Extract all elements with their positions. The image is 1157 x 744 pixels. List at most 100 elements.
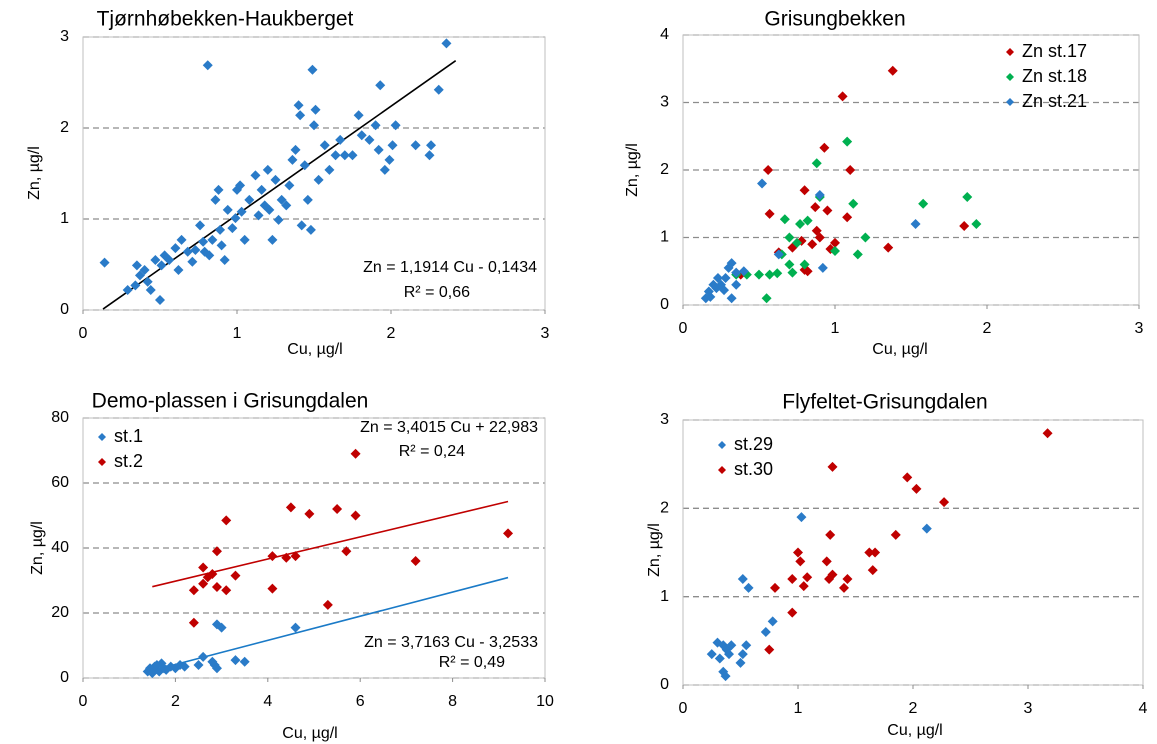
data-point xyxy=(198,562,209,573)
data-point xyxy=(802,215,813,226)
data-point xyxy=(726,258,737,269)
data-point xyxy=(122,284,133,295)
y-tick-label: 1 xyxy=(660,229,669,246)
y-tick-label: 3 xyxy=(660,411,669,428)
data-point xyxy=(193,660,204,670)
data-point xyxy=(309,120,319,131)
data-point xyxy=(817,262,828,273)
y-tick-label: 0 xyxy=(660,676,669,693)
data-point xyxy=(724,649,734,660)
y-axis-label: Zn, µg/l xyxy=(29,521,46,575)
data-point xyxy=(706,649,717,660)
legend-marker xyxy=(1006,98,1014,106)
x-tick-label: 8 xyxy=(448,693,457,710)
data-point xyxy=(796,512,807,523)
legend-marker xyxy=(718,466,726,474)
data-point xyxy=(784,259,795,270)
data-point xyxy=(921,523,932,534)
data-point xyxy=(911,483,922,494)
data-point xyxy=(211,663,222,674)
x-axis-label: Cu, µg/l xyxy=(282,725,337,742)
data-point xyxy=(213,184,224,195)
data-point xyxy=(845,165,856,175)
data-point xyxy=(290,551,301,562)
data-point xyxy=(763,165,774,175)
data-point xyxy=(219,254,230,265)
data-point xyxy=(779,214,790,225)
data-point xyxy=(939,497,950,508)
data-point xyxy=(793,547,803,558)
plot-frame xyxy=(682,34,1140,306)
x-tick-label: 1 xyxy=(233,325,242,342)
x-tick-label: 6 xyxy=(356,693,365,710)
data-point xyxy=(807,239,818,250)
data-point xyxy=(253,210,264,221)
data-point xyxy=(270,174,281,185)
data-point xyxy=(239,234,250,245)
legend-label: Zn st.17 xyxy=(1022,41,1087,61)
data-point xyxy=(199,246,210,257)
data-point xyxy=(305,224,316,235)
data-point xyxy=(207,234,218,245)
data-point xyxy=(387,140,398,151)
data-point xyxy=(99,257,110,268)
data-point xyxy=(971,219,982,229)
x-tick-label: 2 xyxy=(909,700,918,717)
data-point xyxy=(1042,428,1053,439)
y-tick-label: 3 xyxy=(660,94,669,111)
data-point xyxy=(757,178,768,189)
data-point xyxy=(236,206,247,217)
y-axis-label: Zn, µg/l xyxy=(646,523,663,577)
data-point xyxy=(787,267,798,278)
data-point xyxy=(890,529,901,540)
data-point xyxy=(198,578,209,589)
data-point xyxy=(244,194,255,205)
data-point xyxy=(239,656,250,667)
data-point xyxy=(743,582,754,593)
data-point xyxy=(319,140,330,151)
data-point xyxy=(814,232,825,243)
data-point xyxy=(426,140,437,151)
data-point xyxy=(799,259,810,270)
data-point xyxy=(227,223,238,234)
data-point xyxy=(332,504,343,514)
data-point xyxy=(150,254,161,265)
data-point xyxy=(307,64,318,75)
data-point xyxy=(198,651,209,662)
x-tick-label: 0 xyxy=(79,325,88,342)
data-point xyxy=(787,607,798,618)
chart-title: Grisungbekken xyxy=(764,8,905,31)
data-point xyxy=(267,551,278,562)
annotation: R² = 0,66 xyxy=(404,284,470,301)
data-point xyxy=(273,214,284,225)
data-point xyxy=(795,556,806,567)
data-point xyxy=(285,502,296,513)
data-point xyxy=(322,599,333,610)
data-point xyxy=(290,144,301,155)
data-point xyxy=(164,254,175,265)
data-point xyxy=(195,220,206,231)
y-axis-label: Zn, µg/l xyxy=(26,146,43,200)
data-point xyxy=(883,242,894,253)
data-point xyxy=(188,617,199,628)
annotation: Zn = 1,1914 Cu - 0,1434 xyxy=(363,259,537,276)
x-tick-label: 2 xyxy=(171,693,180,710)
annotation: R² = 0,49 xyxy=(439,654,505,671)
y-axis-label: Zn, µg/l xyxy=(624,143,641,197)
y-tick-label: 2 xyxy=(60,119,69,136)
data-point xyxy=(215,224,226,235)
data-point xyxy=(188,585,199,596)
y-tick-label: 60 xyxy=(51,474,69,491)
data-point xyxy=(221,585,232,596)
data-point xyxy=(410,556,421,566)
chart-title: Demo-plassen i Grisungdalen xyxy=(92,390,369,413)
data-point xyxy=(304,508,315,519)
data-point xyxy=(811,158,822,169)
legend-marker xyxy=(98,458,106,466)
data-point xyxy=(210,194,221,205)
data-point xyxy=(155,294,165,305)
data-point xyxy=(860,232,871,243)
data-point xyxy=(830,237,840,248)
data-point xyxy=(230,570,241,581)
